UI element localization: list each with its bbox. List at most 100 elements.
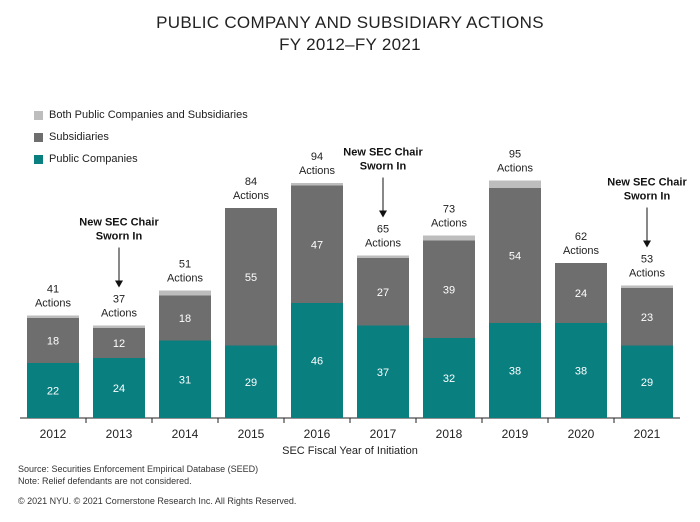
data-label-2017-public: 37 [377, 367, 389, 379]
data-label-2019-subsidiaries: 54 [509, 251, 521, 263]
footer: Source: Securities Enforcement Empirical… [18, 463, 296, 507]
chart-title-line2: FY 2012–FY 2021 [279, 35, 421, 54]
data-label-2020-subsidiaries: 24 [575, 288, 587, 300]
total-suffix-2021: Actions [629, 268, 666, 280]
annotation-line2-2013: Sworn In [96, 231, 143, 243]
data-label-2018-subsidiaries: 39 [443, 284, 455, 296]
bar-segment-2016-public [291, 303, 343, 418]
x-tick-label-2014: 2014 [172, 427, 199, 441]
total-label-2016: 94 [311, 151, 323, 163]
data-label-2015-public: 29 [245, 377, 257, 389]
bar-segment-2014-both [159, 290, 211, 296]
bar-segment-2012-subsidiaries [27, 318, 79, 363]
bar-segment-2014-public [159, 340, 211, 418]
bar-segment-2014-subsidiaries [159, 295, 211, 341]
legend-label-both: Both Public Companies and Subsidiaries [49, 109, 248, 121]
annotation-arrowhead-2017 [379, 210, 387, 218]
bar-segment-2020-subsidiaries [555, 263, 607, 323]
x-tick-label-2017: 2017 [370, 427, 397, 441]
total-label-2020: 62 [575, 231, 587, 243]
x-tick-label-2021: 2021 [634, 427, 661, 441]
legend-item-subsidiaries: Subsidiaries [34, 126, 248, 148]
bar-segment-2019-both [489, 180, 541, 188]
total-suffix-2014: Actions [167, 273, 204, 285]
legend-label-public: Public Companies [49, 153, 138, 165]
bar-segment-2017-subsidiaries [357, 258, 409, 326]
total-label-2019: 95 [509, 149, 521, 161]
legend-item-public: Public Companies [34, 148, 248, 170]
bar-segment-2018-public [423, 338, 475, 418]
relief-note: Note: Relief defendants are not consider… [18, 476, 192, 486]
source-note: Source: Securities Enforcement Empirical… [18, 464, 259, 474]
data-label-2014-public: 31 [179, 374, 191, 386]
total-suffix-2012: Actions [35, 298, 72, 310]
bar-segment-2012-public [27, 363, 79, 418]
annotation-line1-2017: New SEC Chair [343, 147, 423, 159]
chart-title-line1: PUBLIC COMPANY AND SUBSIDIARY ACTIONS [156, 13, 544, 32]
x-tick-label-2015: 2015 [238, 427, 265, 441]
legend-swatch-public [34, 154, 43, 164]
data-label-2021-public: 29 [641, 377, 653, 389]
bar-segment-2016-subsidiaries [291, 185, 343, 303]
data-label-2012-subsidiaries: 18 [47, 336, 59, 348]
annotation-arrowhead-2021 [643, 240, 651, 248]
bar-segment-2013-both [93, 325, 145, 328]
data-label-2013-subsidiaries: 12 [113, 338, 125, 350]
annotation-arrowhead-2013 [115, 280, 123, 288]
total-suffix-2020: Actions [563, 245, 600, 257]
x-axis-title: SEC Fiscal Year of Initiation [282, 445, 418, 457]
data-label-2017-subsidiaries: 27 [377, 287, 389, 299]
total-label-2017: 65 [377, 224, 389, 236]
legend-swatch-subsidiaries [34, 132, 43, 142]
total-suffix-2016: Actions [299, 165, 336, 177]
bar-segment-2013-subsidiaries [93, 328, 145, 358]
chart-title: PUBLIC COMPANY AND SUBSIDIARY ACTIONS FY… [0, 12, 700, 56]
bar-segment-2015-subsidiaries [225, 208, 277, 346]
bar-segment-2015-public [225, 345, 277, 418]
annotation-line2-2021: Sworn In [624, 191, 671, 203]
annotation-line2-2017: Sworn In [360, 161, 407, 173]
data-label-2020-public: 38 [575, 366, 587, 378]
bar-segment-2021-public [621, 345, 673, 418]
total-label-2012: 41 [47, 284, 59, 296]
total-suffix-2019: Actions [497, 163, 534, 175]
bar-segment-2021-both [621, 285, 673, 288]
data-label-2016-public: 46 [311, 356, 323, 368]
bar-segment-2017-public [357, 325, 409, 418]
data-label-2021-subsidiaries: 23 [641, 312, 653, 324]
copyright: © 2021 NYU. © 2021 Cornerstone Research … [18, 496, 297, 506]
bar-segment-2017-both [357, 255, 409, 258]
data-label-2018-public: 32 [443, 373, 455, 385]
data-label-2015-subsidiaries: 55 [245, 272, 257, 284]
total-label-2013: 37 [113, 294, 125, 306]
bar-segment-2020-public [555, 323, 607, 418]
x-tick-label-2016: 2016 [304, 427, 331, 441]
data-label-2012-public: 22 [47, 386, 59, 398]
bar-segment-2018-subsidiaries [423, 240, 475, 338]
legend: Both Public Companies and Subsidiaries S… [34, 104, 248, 170]
data-label-2019-public: 38 [509, 366, 521, 378]
bar-segment-2013-public [93, 358, 145, 418]
bar-segment-2018-both [423, 235, 475, 241]
x-tick-label-2019: 2019 [502, 427, 529, 441]
total-suffix-2017: Actions [365, 238, 402, 250]
total-label-2021: 53 [641, 254, 653, 266]
total-suffix-2015: Actions [233, 190, 270, 202]
bar-segment-2016-both [291, 183, 343, 186]
annotation-line1-2021: New SEC Chair [607, 177, 687, 189]
x-tick-label-2018: 2018 [436, 427, 463, 441]
bar-segment-2012-both [27, 315, 79, 318]
total-label-2014: 51 [179, 259, 191, 271]
legend-swatch-both [34, 110, 43, 120]
bar-segment-2019-subsidiaries [489, 188, 541, 323]
bar-segment-2021-subsidiaries [621, 288, 673, 346]
total-suffix-2018: Actions [431, 218, 468, 230]
data-label-2014-subsidiaries: 18 [179, 313, 191, 325]
data-label-2013-public: 24 [113, 383, 125, 395]
data-label-2016-subsidiaries: 47 [311, 239, 323, 251]
x-tick-label-2013: 2013 [106, 427, 133, 441]
total-suffix-2013: Actions [101, 308, 138, 320]
legend-label-subsidiaries: Subsidiaries [49, 131, 109, 143]
x-tick-label-2012: 2012 [40, 427, 67, 441]
legend-item-both: Both Public Companies and Subsidiaries [34, 104, 248, 126]
